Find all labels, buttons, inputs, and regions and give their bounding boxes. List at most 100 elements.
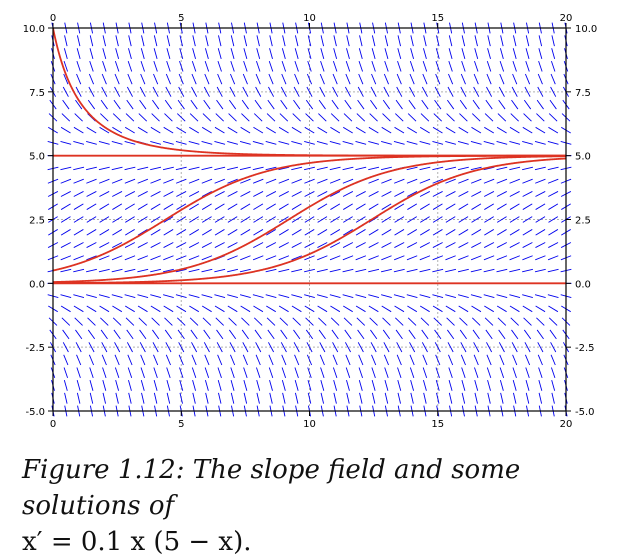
- slope-segment: [510, 113, 519, 122]
- slope-segment: [227, 178, 238, 184]
- slope-segment: [384, 380, 389, 391]
- slope-segment: [267, 99, 275, 110]
- slope-segment: [395, 99, 403, 110]
- slope-segment: [137, 229, 148, 236]
- slope-segment: [547, 268, 559, 273]
- slope-segment: [189, 203, 200, 210]
- slope-segment: [99, 203, 110, 210]
- slope-segment: [420, 317, 430, 326]
- y-tick-label-left: 2.5: [29, 216, 45, 227]
- slope-segment: [317, 216, 328, 223]
- tick-marks: [48, 23, 571, 416]
- slope-segment: [63, 380, 68, 391]
- slope-segment: [112, 216, 123, 223]
- slope-segment: [460, 342, 467, 353]
- slope-segment: [252, 255, 264, 261]
- slope-segment: [496, 242, 507, 248]
- slope-segment: [190, 99, 198, 110]
- slope-segment: [166, 367, 171, 379]
- slope-segment: [111, 141, 123, 145]
- slope-segment: [472, 99, 480, 110]
- slope-segment: [241, 99, 249, 110]
- slope-segment: [113, 99, 121, 110]
- solution-curve: [53, 155, 566, 283]
- slope-segment: [496, 294, 508, 298]
- slope-segment: [384, 60, 389, 72]
- slope-segment: [166, 35, 171, 47]
- slope-segment: [227, 203, 238, 210]
- slope-segment: [484, 305, 495, 313]
- slope-segment: [100, 113, 109, 122]
- x-tick-label-top: 10: [303, 13, 316, 24]
- slope-segment: [152, 342, 159, 353]
- slope-segment: [550, 354, 556, 366]
- slope-segment: [240, 191, 251, 197]
- slope-segment: [332, 60, 338, 72]
- slope-segment: [397, 60, 402, 72]
- slope-segment: [432, 268, 444, 273]
- slope-segment: [113, 329, 121, 340]
- slope-segment: [240, 178, 251, 184]
- y-tick-label-left: 0.0: [29, 279, 45, 290]
- slope-segment: [178, 86, 185, 97]
- slope-segment: [269, 48, 273, 59]
- slope-segment: [88, 342, 95, 353]
- slope-segment: [409, 367, 415, 379]
- slope-segment: [434, 86, 441, 97]
- slope-segment: [243, 380, 248, 391]
- slope-segment: [73, 191, 84, 197]
- slope-segment: [382, 329, 391, 340]
- slope-segment: [243, 392, 248, 404]
- slope-segment: [446, 113, 455, 122]
- slope-segment: [509, 191, 520, 197]
- slope-segment: [511, 329, 519, 340]
- slope-segment: [124, 203, 135, 210]
- slope-segment: [343, 126, 353, 134]
- slope-segment: [498, 342, 505, 353]
- slope-segment: [330, 191, 341, 197]
- slope-segment: [150, 203, 161, 210]
- slope-segment: [89, 48, 94, 59]
- slope-segment: [239, 268, 251, 273]
- slope-segment: [393, 178, 405, 184]
- slope-segment: [291, 178, 302, 184]
- slope-segment: [189, 216, 199, 223]
- slope-segment: [102, 367, 107, 379]
- slope-segment: [191, 354, 197, 366]
- slope-segment: [192, 35, 196, 47]
- solution-curves: [53, 28, 566, 285]
- slope-segment: [201, 191, 212, 197]
- slope-segment: [419, 242, 431, 248]
- slope-segment: [150, 242, 161, 248]
- slope-segment: [137, 242, 148, 248]
- slope-segment: [163, 141, 174, 145]
- slope-segment: [484, 113, 494, 122]
- slope-segment: [137, 294, 149, 298]
- slope-segment: [126, 329, 134, 340]
- slope-segment: [76, 367, 81, 379]
- slope-segment: [227, 255, 238, 261]
- slope-segment: [448, 354, 454, 366]
- slope-segment: [358, 60, 363, 72]
- slope-segment: [153, 354, 159, 366]
- slope-segment: [343, 305, 353, 313]
- slope-segment: [64, 35, 68, 47]
- slope-segment: [176, 305, 187, 313]
- slope-segment: [294, 35, 299, 47]
- slope-segment: [99, 255, 110, 261]
- slope-segment: [60, 305, 71, 313]
- slope-segment: [204, 73, 210, 85]
- slope-segment: [435, 73, 441, 85]
- slope-segment: [201, 178, 213, 184]
- slope-segment: [98, 141, 110, 145]
- slope-segment: [278, 294, 290, 298]
- slope-segment: [422, 60, 428, 72]
- slope-segment: [166, 60, 171, 72]
- slope-segment: [394, 126, 405, 134]
- slope-segment: [63, 354, 69, 366]
- slope-segment: [485, 99, 493, 110]
- slope-segment: [330, 113, 340, 122]
- slope-segment: [175, 268, 187, 273]
- y-tick-label-left: -5.0: [25, 407, 45, 418]
- slope-segment: [217, 73, 223, 85]
